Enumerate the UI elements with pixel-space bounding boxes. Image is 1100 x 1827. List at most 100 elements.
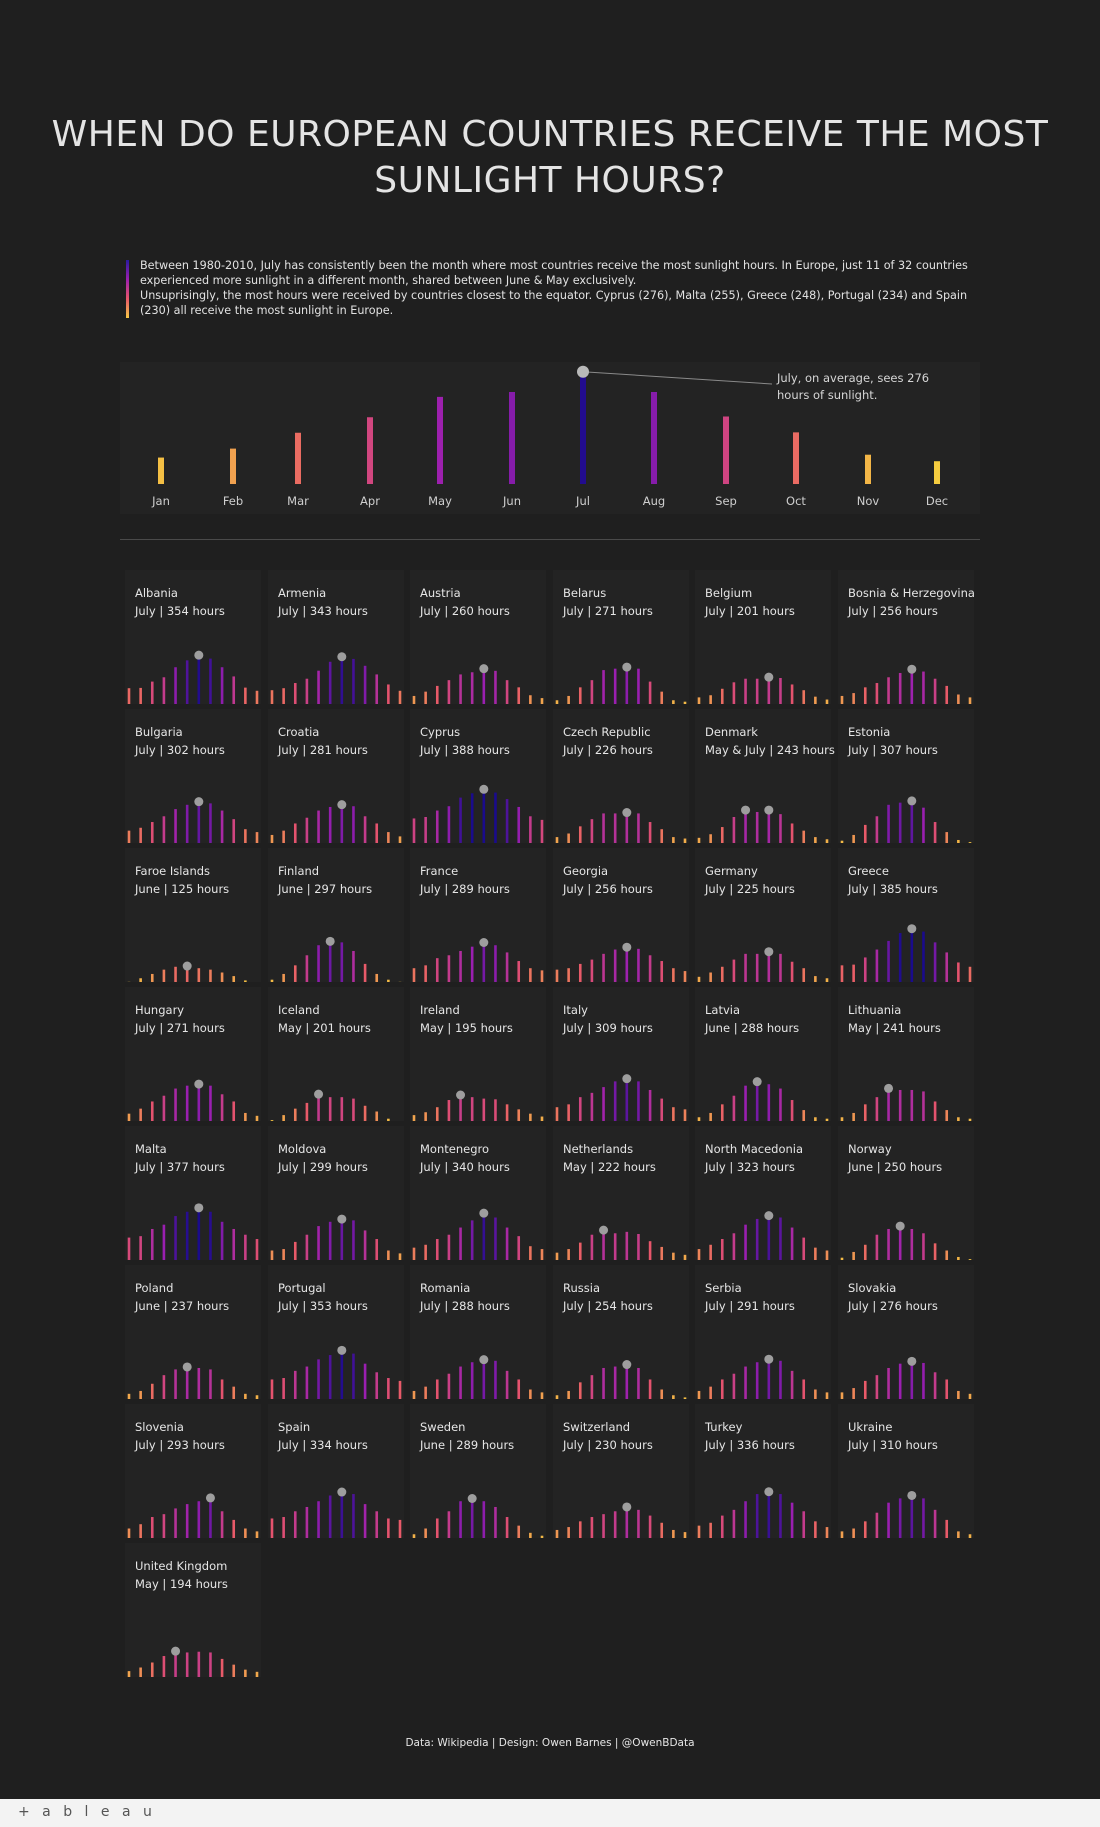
country-card[interactable]: Romania July | 288 hours [410, 1265, 546, 1399]
country-card[interactable]: Moldova July | 299 hours [268, 1126, 404, 1260]
country-mini-chart [555, 942, 687, 982]
country-card[interactable]: Turkey July | 336 hours [695, 1404, 831, 1538]
country-name: Hungary [135, 1003, 185, 1017]
country-card[interactable]: Italy July | 309 hours [553, 987, 689, 1121]
country-card[interactable]: Slovakia July | 276 hours [838, 1265, 974, 1399]
country-name: Finland [278, 864, 320, 878]
country-card[interactable]: Ukraine July | 310 hours [838, 1404, 974, 1538]
country-card[interactable]: Belgium July | 201 hours [695, 570, 831, 704]
mini-peak-marker [205, 1493, 215, 1503]
country-card[interactable]: Albania July | 354 hours [125, 570, 261, 704]
avg-month-label: Mar [287, 494, 309, 508]
country-card[interactable]: Poland June | 237 hours [125, 1265, 261, 1399]
country-card[interactable]: Belarus July | 271 hours [553, 570, 689, 704]
country-name: Russia [563, 1281, 600, 1295]
country-mini-chart [412, 664, 544, 704]
country-card[interactable]: Georgia July | 256 hours [553, 848, 689, 982]
country-card[interactable]: Ireland May | 195 hours [410, 987, 546, 1121]
mini-peak-marker [479, 1208, 489, 1218]
country-peak-label: July | 310 hours [848, 1438, 938, 1452]
intro-paragraph-1: Between 1980-2010, July has consistently… [140, 259, 968, 287]
country-name: Belgium [705, 586, 753, 600]
country-mini-chart [412, 784, 544, 843]
country-peak-label: July | 271 hours [135, 1021, 225, 1035]
mini-peak-marker [764, 947, 774, 957]
country-name: Ireland [420, 1003, 460, 1017]
country-card[interactable]: Norway June | 250 hours [838, 1126, 974, 1260]
country-card[interactable]: Finland June | 297 hours [268, 848, 404, 982]
country-name: Faroe Islands [135, 864, 211, 878]
country-name: Armenia [278, 586, 327, 600]
country-peak-label: July | 288 hours [420, 1299, 510, 1313]
country-name: Sweden [420, 1420, 466, 1434]
country-mini-chart [697, 805, 829, 843]
country-peak-label: June | 297 hours [278, 882, 373, 896]
country-card[interactable]: Spain July | 334 hours [268, 1404, 404, 1538]
country-card[interactable]: Latvia June | 288 hours [695, 987, 831, 1121]
avg-month-label: Aug [643, 494, 665, 508]
country-card[interactable]: Denmark May & July | 243 hours [695, 709, 835, 843]
mini-peak-marker [337, 652, 347, 662]
country-card[interactable]: Iceland May | 201 hours [268, 987, 404, 1121]
country-name: Denmark [705, 725, 758, 739]
country-card[interactable]: Malta July | 377 hours [125, 1126, 261, 1260]
country-card[interactable]: Serbia July | 291 hours [695, 1265, 831, 1399]
country-card[interactable]: France July | 289 hours [410, 848, 546, 982]
country-card[interactable]: Montenegro July | 340 hours [410, 1126, 546, 1260]
country-mini-chart [270, 1089, 390, 1121]
country-name: Romania [420, 1281, 471, 1295]
country-mini-chart [840, 664, 972, 704]
country-name: Czech Republic [563, 725, 651, 739]
country-peak-label: July | 256 hours [848, 604, 938, 618]
mini-peak-marker [337, 1345, 347, 1355]
country-card[interactable]: Switzerland July | 230 hours [553, 1404, 689, 1538]
country-card[interactable]: Bulgaria July | 302 hours [125, 709, 261, 843]
country-name: Lithuania [848, 1003, 902, 1017]
country-peak-label: July | 276 hours [848, 1299, 938, 1313]
country-card[interactable]: Netherlands May | 222 hours [553, 1126, 689, 1260]
country-mini-chart [555, 1074, 687, 1121]
country-card[interactable]: Croatia July | 281 hours [268, 709, 404, 843]
country-card[interactable]: Russia July | 254 hours [553, 1265, 689, 1399]
country-card[interactable]: Austria July | 260 hours [410, 570, 546, 704]
country-card[interactable]: North Macedonia July | 323 hours [695, 1126, 831, 1260]
country-card[interactable]: Portugal July | 353 hours [268, 1265, 404, 1399]
country-mini-chart [127, 1646, 259, 1677]
page-title: WHEN DO EUROPEAN COUNTRIES RECEIVE THE M… [0, 112, 1100, 204]
intro-paragraph-2: Unsuprisingly, the most hours were recei… [140, 289, 968, 317]
country-mini-chart [270, 936, 402, 982]
tableau-toolbar: + a b l e a u [0, 1799, 1100, 1827]
country-card[interactable]: United Kingdom May | 194 hours [125, 1543, 261, 1677]
country-card[interactable]: Germany July | 225 hours [695, 848, 831, 982]
mini-peak-marker [622, 1074, 632, 1084]
country-card[interactable]: Bosnia & Herzegovina July | 256 hours [838, 570, 975, 704]
footer-credits: Data: Wikipedia | Design: Owen Barnes | … [405, 1737, 695, 1749]
avg-month-label: Apr [360, 494, 380, 508]
country-mini-chart [555, 808, 687, 843]
country-peak-label: July | 336 hours [705, 1438, 795, 1452]
country-card[interactable]: Sweden June | 289 hours [410, 1404, 546, 1538]
country-card[interactable]: Hungary July | 271 hours [125, 987, 261, 1121]
mini-peak-marker [764, 672, 774, 682]
country-card[interactable]: Czech Republic July | 226 hours [553, 709, 689, 843]
tableau-logo[interactable]: + a b l e a u [18, 1804, 156, 1820]
country-name: Italy [563, 1003, 588, 1017]
mini-peak-marker [194, 797, 204, 807]
country-card[interactable]: Greece July | 385 hours [838, 848, 974, 982]
country-name: Germany [705, 864, 758, 878]
country-card[interactable]: Slovenia July | 293 hours [125, 1404, 261, 1538]
mini-peak-marker [456, 1090, 466, 1100]
country-mini-chart [840, 1356, 972, 1399]
country-peak-label: July | 388 hours [420, 743, 510, 757]
country-card[interactable]: Cyprus July | 388 hours [410, 709, 546, 843]
country-card[interactable]: Faroe Islands June | 125 hours [125, 848, 261, 982]
mini-peak-marker [337, 1214, 347, 1224]
country-name: Spain [278, 1420, 311, 1434]
country-name: Norway [848, 1142, 892, 1156]
country-mini-chart [555, 662, 687, 704]
country-card[interactable]: Armenia July | 343 hours [268, 570, 404, 704]
country-peak-label: July | 225 hours [705, 882, 795, 896]
country-card[interactable]: Estonia July | 307 hours [838, 709, 974, 843]
country-mini-chart [697, 947, 829, 982]
country-card[interactable]: Lithuania May | 241 hours [838, 987, 974, 1121]
